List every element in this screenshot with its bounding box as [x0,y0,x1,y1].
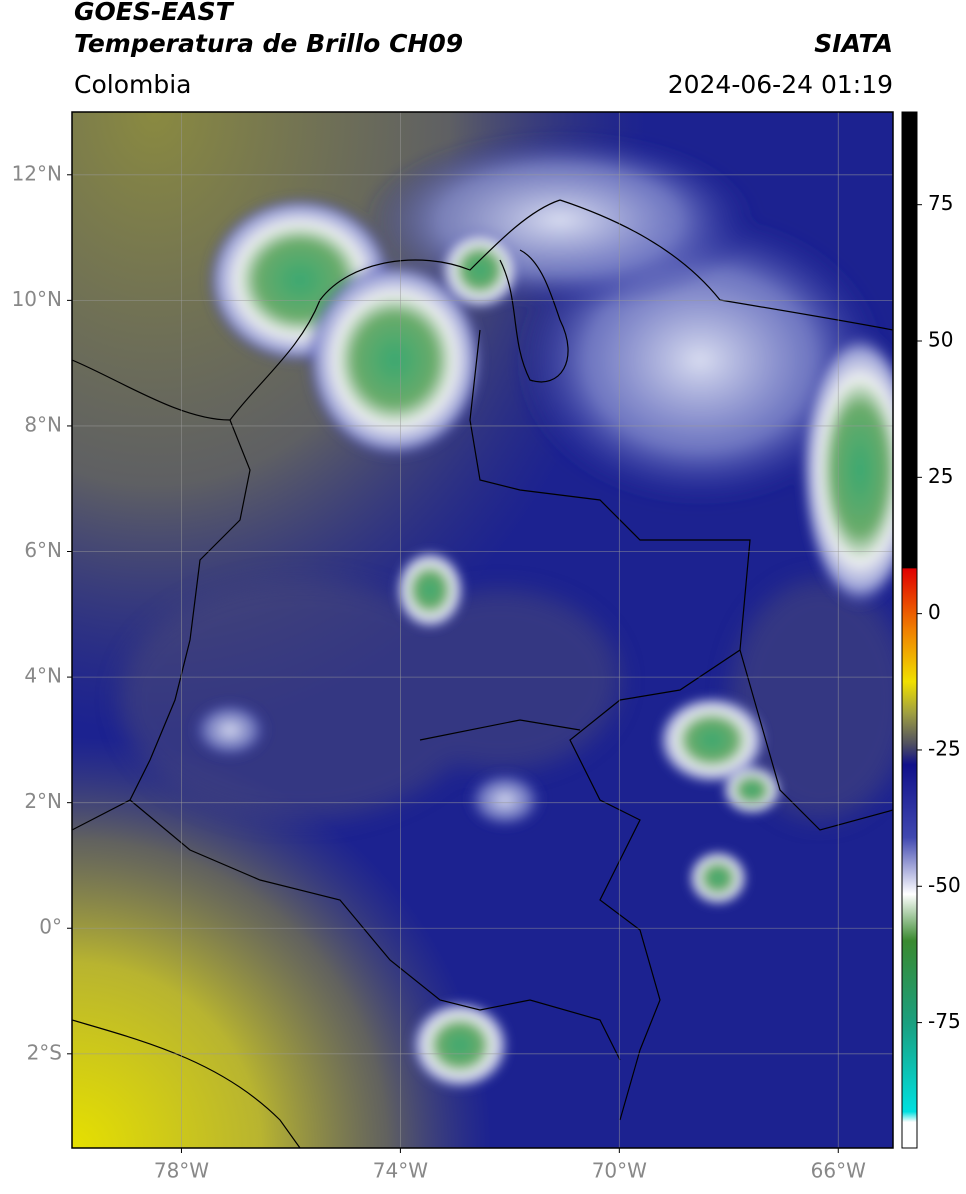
y-tick-label: 12°N [12,161,62,185]
x-tick-label: 70°W [592,1159,647,1183]
map-frame [71,111,894,1149]
x-tick-label: 66°W [811,1159,866,1183]
graticule [72,112,893,1148]
x-tick-label: 78°W [154,1159,209,1183]
y-tick-label: 4°N [24,664,62,688]
colorbar-tick-label: -75 [928,1009,961,1033]
y-tick-label: 2°S [27,1040,62,1064]
colorbar-tick-label: 75 [928,191,953,215]
subtitle: Temperatura de Brillo CH09 [74,29,463,58]
y-tick-label: 10°N [12,287,62,311]
source: SIATA [814,29,893,58]
colorbar-tick-label: -25 [928,736,961,760]
colorbar-tick-label: 0 [928,600,941,624]
colorbar-tick-label: -50 [928,873,961,897]
y-tick-label: 2°N [24,789,62,813]
colorbar [901,111,918,1149]
colorbar-tick-label: 25 [928,464,953,488]
title: GOES-EAST [74,0,235,26]
satellite-image [72,112,893,1148]
datetime: 2024-06-24 01:19 [668,70,893,99]
y-tick-label: 0° [39,915,62,939]
x-tick-label: 74°W [373,1159,428,1183]
y-tick-label: 8°N [24,412,62,436]
region: Colombia [74,70,191,99]
borders [72,199,893,1148]
colorbar-tick-label: 50 [928,328,953,352]
y-tick-label: 6°N [24,538,62,562]
